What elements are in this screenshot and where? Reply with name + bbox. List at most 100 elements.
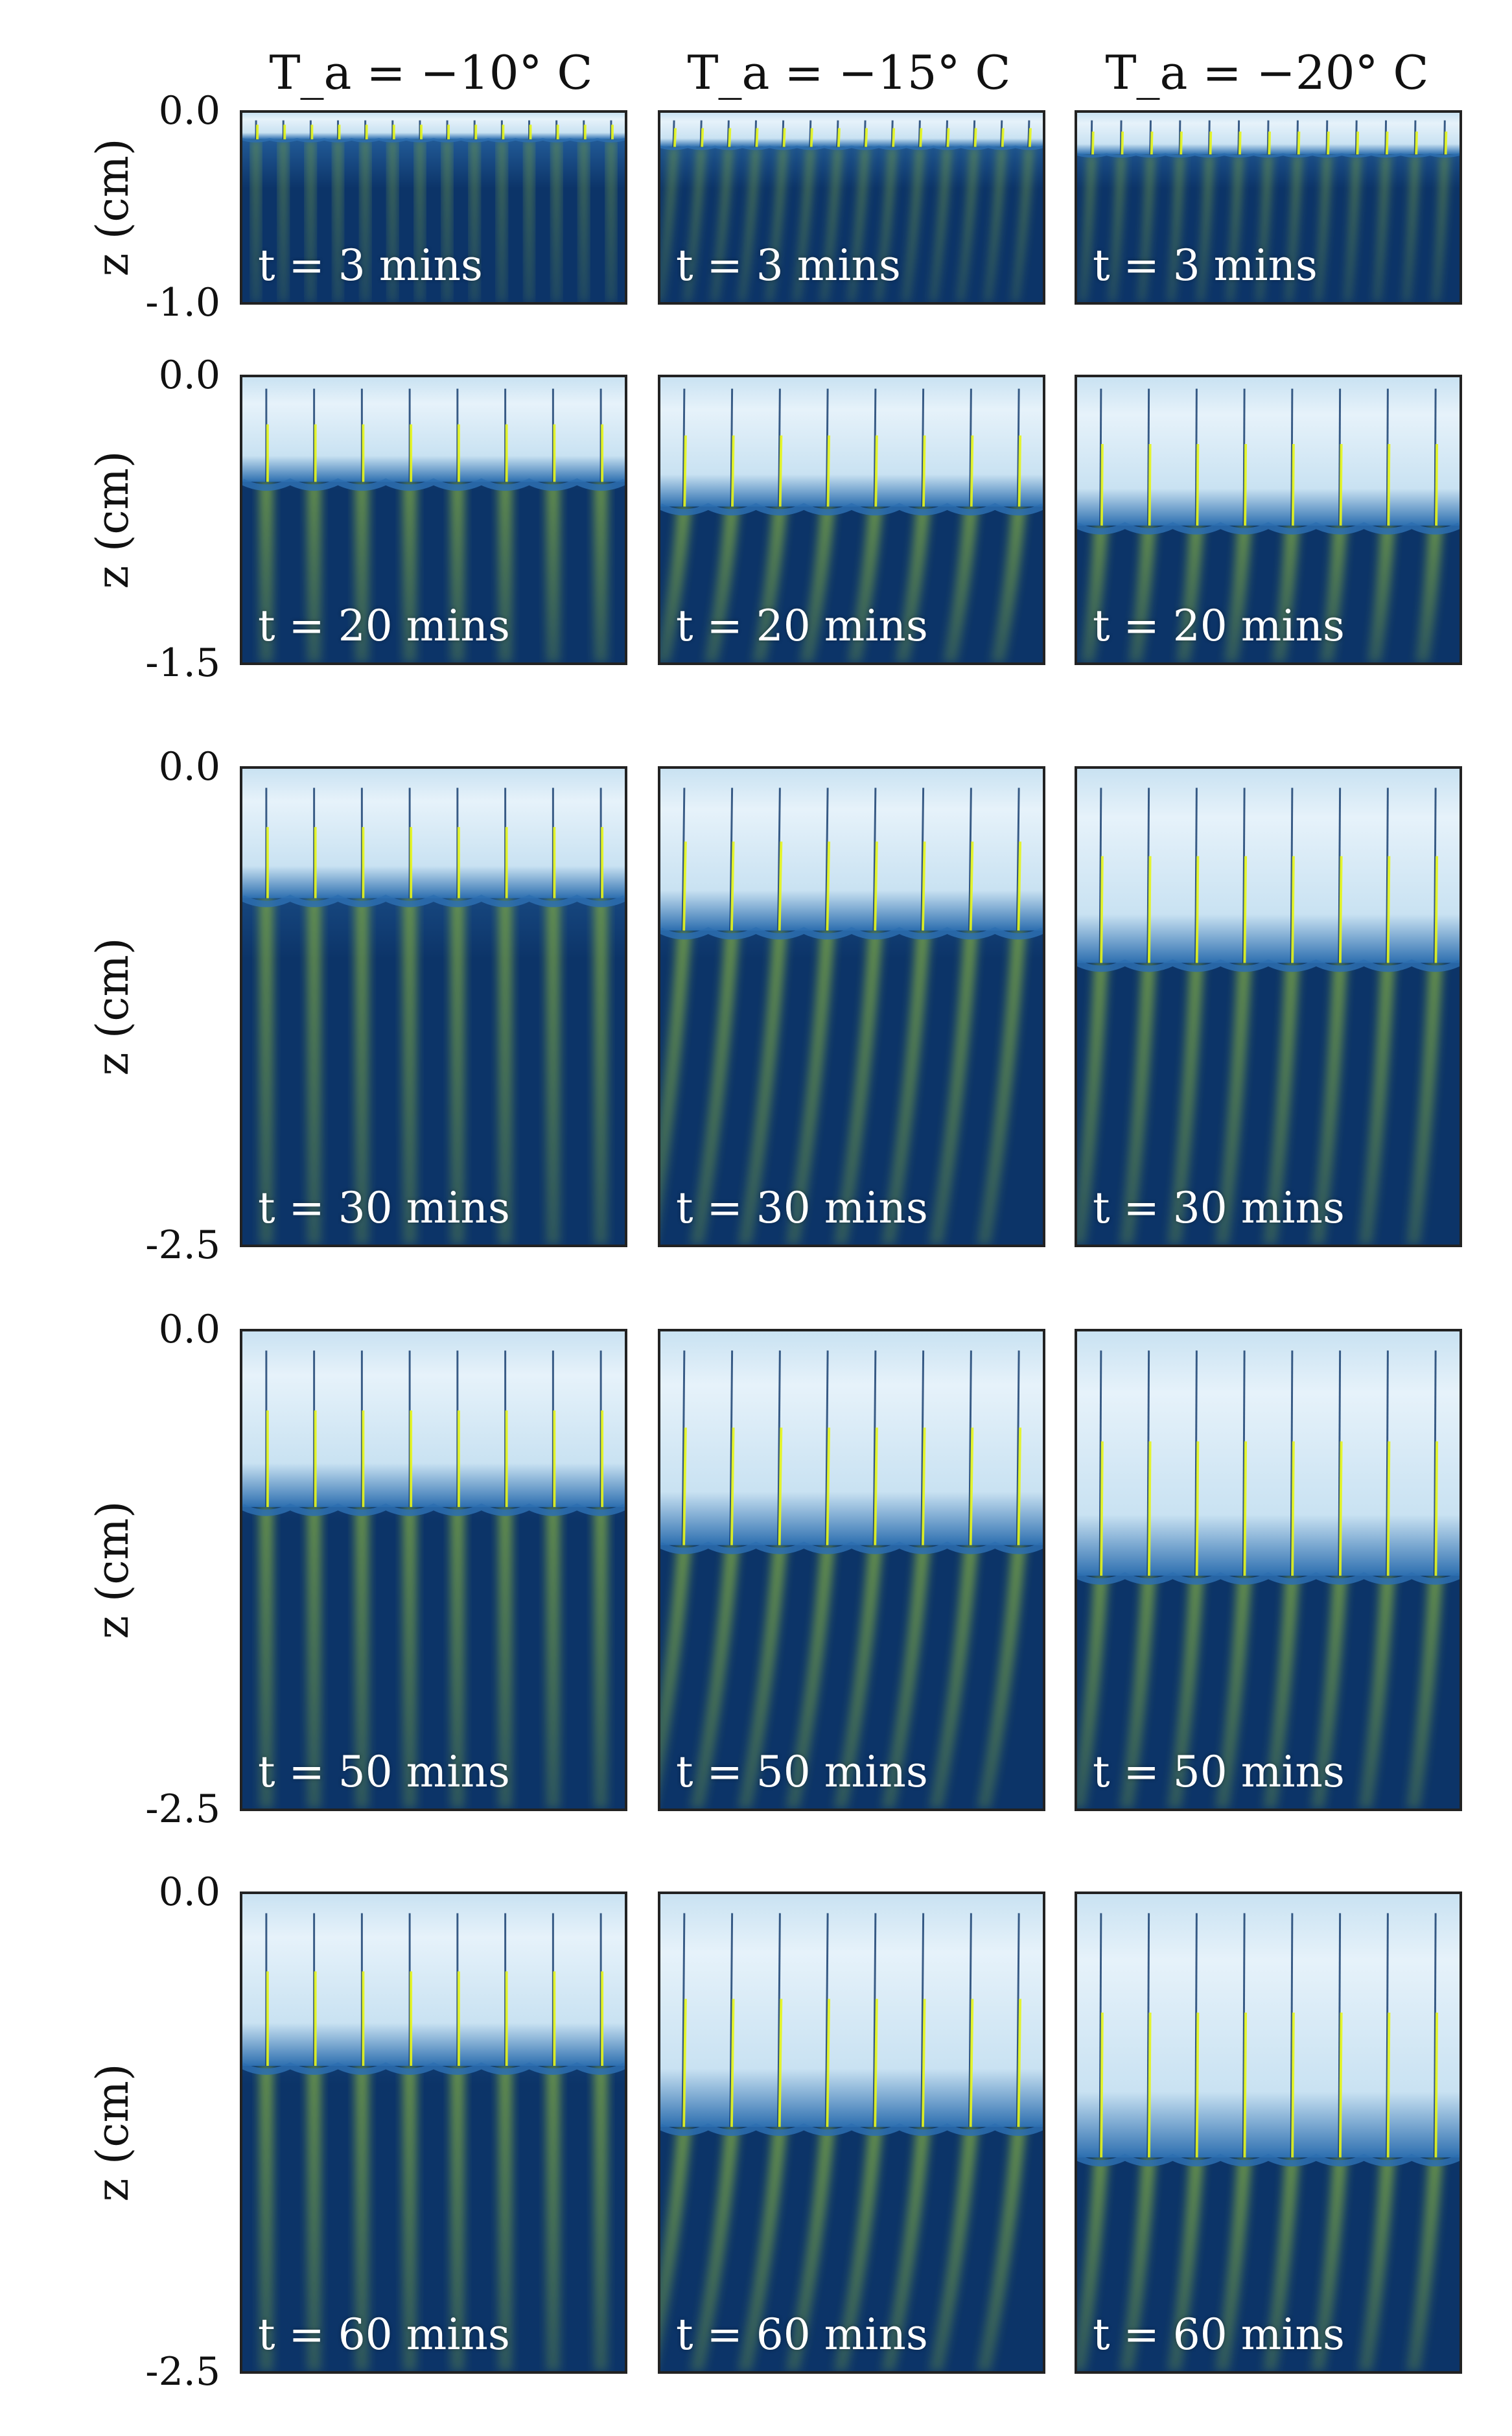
plume [690,930,739,1245]
time-label: t = 3 mins [676,240,901,290]
channel-highlight [1196,443,1200,526]
plume [833,1545,883,1809]
brine-channel [824,1913,829,2127]
brine-channel [782,120,785,147]
heatmap-r2-c1 [242,377,625,662]
brine-channel [824,788,829,931]
brine-channel [873,388,877,507]
plume [690,2127,739,2371]
brine-channel [1242,1350,1246,1576]
y-tick-label-bottom-row-1: -1.0 [145,280,220,325]
channel-highlight [973,128,977,147]
brine-channel [729,1350,734,1545]
heatmap-r3-c1 [242,769,625,1245]
channel-highlight [1386,856,1391,963]
channel-highlight [778,1998,783,2127]
channel-highlight [1243,1441,1248,1576]
ice-region [242,377,625,482]
plume [1310,963,1347,1245]
brine-channel [824,1350,829,1545]
channel-highlight [1195,1441,1200,1576]
plume [259,1506,273,1809]
plume [833,930,883,1245]
plume [1262,963,1299,1245]
channel-highlight [1100,2012,1104,2158]
plume [355,482,369,662]
plume [785,1545,835,1809]
brine-channel [1194,1350,1198,1576]
plume [253,139,260,302]
plume [1224,525,1251,662]
heatmap-r5-c1 [242,1894,625,2371]
plume [738,146,760,302]
plume [1432,154,1448,302]
plume [785,930,835,1245]
plume [594,482,608,662]
plume [546,482,561,662]
channel-highlight [1327,131,1330,155]
channel-highlight [874,1427,878,1545]
plume [307,2065,321,2371]
plume [929,146,951,302]
ice-region [1077,1894,1460,2158]
plume [881,1545,931,1809]
channel-highlight [919,128,923,147]
plume [1262,1575,1299,1809]
channel-highlight [1434,1441,1439,1576]
plume [660,146,678,302]
brine-channel [1017,388,1020,507]
y-tick-label-bottom-row-4: -2.5 [145,1786,220,1832]
channel-highlight [778,435,783,507]
freezing-front [660,2123,1043,2136]
plume [1109,154,1125,302]
heatmap-r1-c1 [242,113,625,302]
panel-r5-c2: t = 60 mins [658,1891,1045,2374]
brine-channel [1338,1913,1342,2158]
heatmap-r3-c2 [660,769,1043,1245]
channel-highlight [874,1998,878,2127]
plume [1403,154,1419,302]
plume [450,898,465,1245]
plume [355,898,369,1245]
channel-highlight [969,841,974,931]
freezing-front [242,1503,625,1516]
brine-channel [1386,788,1389,963]
brine-channel [730,388,734,507]
brine-channel [682,388,686,507]
plume [1167,154,1183,302]
brine-channel [681,788,686,931]
channel-highlight [730,435,735,507]
brine-channel [920,788,925,931]
plume [546,1506,561,1809]
brine-channel [777,1913,781,2127]
brine-channel [872,788,877,931]
channel-highlight [826,841,831,931]
time-label: t = 50 mins [676,1747,928,1797]
channel-highlight [730,1998,735,2127]
freezing-front [1077,153,1460,158]
channel-highlight [826,1998,831,2127]
brine-channel [1290,1350,1294,1576]
plume [1373,154,1390,302]
freezing-front [660,145,1043,150]
freezing-front [242,895,625,908]
channel-highlight [728,128,732,147]
plume [594,1506,608,1809]
channel-highlight [1195,2012,1200,2158]
plume [498,482,513,662]
plume [660,1545,692,1786]
plume [690,1545,739,1809]
plume [402,2065,417,2371]
freezing-front [660,503,1043,516]
channel-highlight [1338,1441,1343,1576]
plume [1285,154,1301,302]
channel-highlight [1017,1427,1022,1545]
brine-channel [1000,120,1003,147]
plume [1215,2157,1251,2371]
freezing-front [242,137,625,143]
plume [1415,525,1443,662]
brine-channel [918,120,921,147]
brine-channel [1090,120,1093,155]
plume [990,506,1026,662]
channel-highlight [755,128,759,147]
